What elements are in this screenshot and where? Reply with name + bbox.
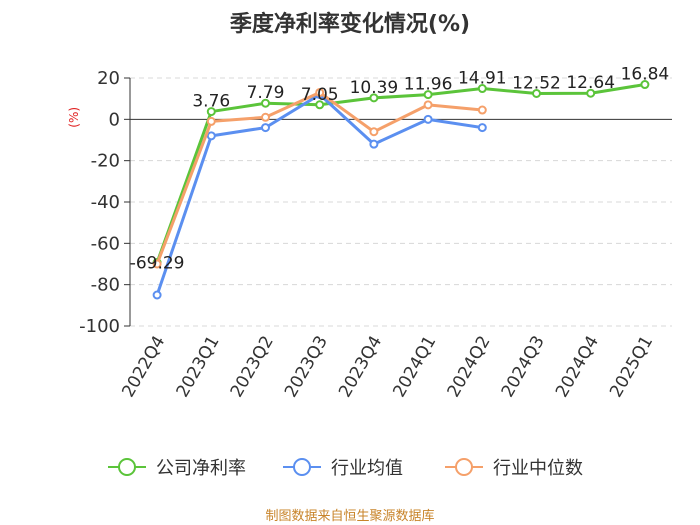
data-point (152, 290, 162, 300)
data-label: 7.79 (247, 83, 285, 103)
data-point (206, 107, 216, 117)
legend-label-2: 行业中位数 (493, 458, 583, 479)
y-axis-ticks: 20 0 -20 -40 -60 -80 -100 (79, 68, 130, 337)
data-point (640, 80, 650, 90)
x-tick-label: 2024Q3 (498, 333, 549, 401)
data-point (152, 259, 162, 269)
data-label: 14.91 (458, 69, 507, 89)
data-point (315, 87, 325, 97)
legend-marker-0 (118, 458, 136, 476)
data-label: 7.05 (301, 85, 339, 105)
x-tick-label: 2023Q4 (335, 333, 386, 401)
data-point (477, 105, 487, 115)
data-label: -69.29 (130, 254, 185, 274)
data-point (261, 123, 270, 133)
data-point (477, 123, 487, 133)
grid-lines (130, 77, 672, 327)
y-tick-label: -40 (91, 192, 120, 213)
data-point (423, 114, 433, 124)
y-tick-label: -20 (91, 151, 120, 172)
data-point (369, 139, 379, 149)
y-tick-label: 20 (97, 68, 120, 89)
data-point (261, 112, 270, 122)
data-point (315, 100, 325, 110)
x-tick-label: 2024Q2 (444, 333, 495, 401)
y-unit-label: (%) (67, 107, 81, 128)
y-tick-label: -80 (91, 275, 120, 296)
x-tick-label: 2023Q3 (281, 333, 332, 401)
source-note: 制图数据来自恒生聚源数据库 (265, 509, 435, 524)
x-tick-label: 2023Q2 (227, 333, 278, 401)
x-tick-label: 2024Q1 (389, 333, 440, 401)
data-point (369, 93, 379, 103)
data-label: 11.96 (404, 75, 453, 95)
data-labels: -69.29 3.76 7.79 7.05 10.39 11.96 14.91 12.52 12… (130, 65, 670, 274)
data-point (532, 88, 541, 98)
legend-marker-1 (293, 458, 311, 476)
series-line-0 (155, 83, 646, 264)
data-label: 3.76 (192, 92, 230, 112)
x-axis-ticks: 2022Q4 2023Q1 2023Q2 2023Q3 2023Q4 2024Q1 2024… (118, 333, 657, 401)
data-point (261, 98, 270, 108)
y-tick-label: 0 (109, 109, 120, 130)
legend: 公司净利率 行业均值 行业中位数 (108, 458, 583, 479)
legend-marker-2 (455, 458, 473, 476)
x-tick-label: 2023Q1 (173, 333, 224, 401)
legend-label-1: 行业均值 (331, 458, 403, 479)
legend-label-0: 公司净利率 (156, 458, 246, 479)
x-tick-label: 2025Q1 (606, 333, 657, 401)
data-point (423, 90, 433, 100)
data-point (369, 127, 379, 137)
y-tick-label: -60 (91, 233, 120, 254)
data-point (206, 131, 216, 141)
data-label: 16.84 (621, 65, 670, 85)
y-tick-label: -100 (79, 316, 120, 337)
data-label: 10.39 (350, 78, 399, 98)
data-point (423, 100, 433, 110)
series-lines (152, 80, 650, 300)
data-point (477, 84, 487, 94)
data-label: 12.64 (566, 73, 615, 93)
x-tick-label: 2022Q4 (118, 333, 169, 401)
data-label: 12.52 (512, 73, 561, 93)
chart-title: 季度净利率变化情况(%) (229, 12, 471, 37)
series-line-2 (155, 90, 483, 265)
data-point (206, 116, 216, 126)
data-point (586, 88, 596, 98)
x-tick-label: 2024Q4 (552, 333, 603, 401)
